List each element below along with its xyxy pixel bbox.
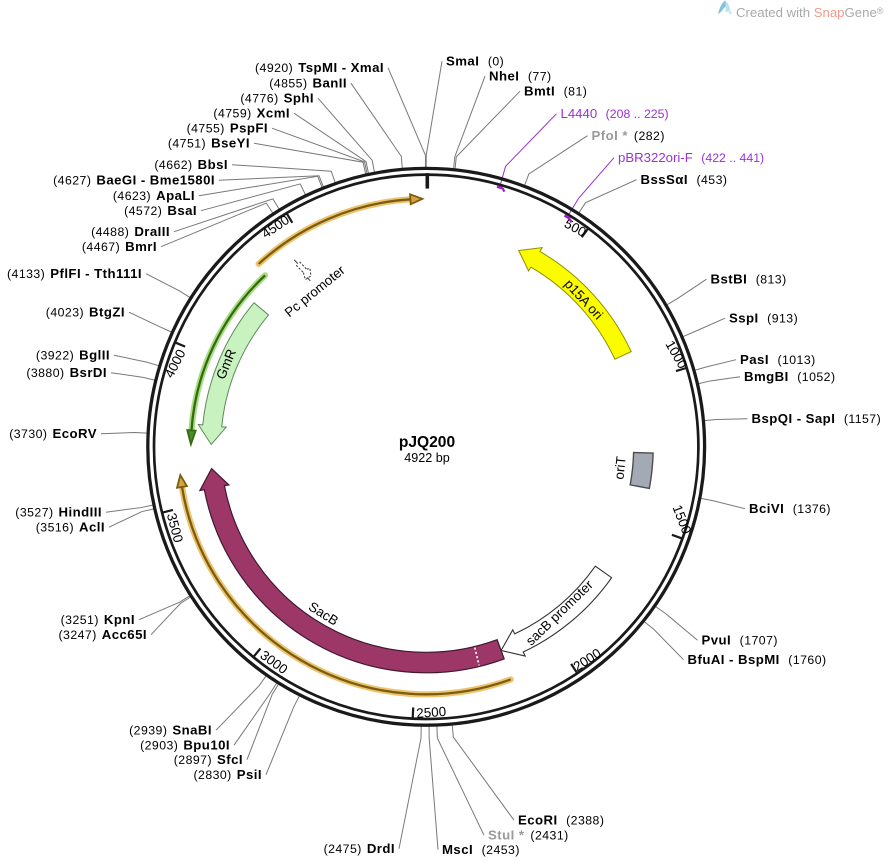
svg-text:2500: 2500 (416, 704, 447, 721)
svg-text:BmgBI(1052): BmgBI (1052) (744, 369, 836, 384)
svg-text:(4662)BbsI: (4662) BbsI (154, 157, 228, 172)
svg-text:(3880)BsrDI: (3880) BsrDI (26, 365, 107, 380)
svg-text:BciVI(1376): BciVI (1376) (749, 501, 831, 516)
svg-text:4922 bp: 4922 bp (404, 451, 450, 465)
svg-text:(3247)Acc65I: (3247) Acc65I (59, 627, 147, 642)
svg-text:MscI(2453): MscI (2453) (442, 842, 520, 857)
svg-text:(4855)BanII: (4855) BanII (269, 76, 347, 91)
svg-text:(4920)TspMI - XmaI: (4920) TspMI - XmaI (255, 60, 384, 75)
svg-text:(3922)BglII: (3922) BglII (36, 348, 110, 363)
svg-text:PasI(1013): PasI (1013) (740, 352, 816, 367)
svg-text:BmtI(81): BmtI (81) (524, 84, 587, 99)
svg-text:(2475)DrdI: (2475) DrdI (324, 841, 395, 856)
svg-text:(4467)BmrI: (4467) BmrI (82, 239, 157, 254)
svg-text:PfoI *(282): PfoI * (282) (592, 128, 665, 143)
svg-text:(3251)KpnI: (3251) KpnI (61, 612, 135, 627)
svg-text:(4023)BtgZI: (4023) BtgZI (46, 305, 125, 320)
svg-text:L4440(208 .. 225): L4440 (208 .. 225) (561, 106, 669, 121)
svg-text:(3516)AclI: (3516) AclI (36, 520, 105, 535)
svg-text:(2830)PsiI: (2830) PsiI (193, 767, 262, 782)
svg-text:(3730)EcoRV: (3730) EcoRV (9, 426, 97, 441)
svg-text:SmaI(0): SmaI (0) (446, 54, 504, 69)
svg-text:(4488)DraIII: (4488) DraIII (91, 224, 170, 239)
svg-text:PvuI(1707): PvuI (1707) (702, 633, 778, 648)
svg-text:(2897)SfcI: (2897) SfcI (174, 752, 243, 767)
svg-text:BspQI - SapI(1157): BspQI - SapI (1157) (752, 411, 882, 426)
svg-text:Created with SnapGene®: Created with SnapGene® (736, 5, 884, 20)
svg-text:3500: 3500 (164, 511, 186, 544)
svg-text:(4133)PflFI - Tth111I: (4133) PflFI - Tth111I (7, 266, 142, 281)
svg-text:StuI *(2431): StuI * (2431) (488, 828, 569, 843)
svg-text:(4759)XcmI: (4759) XcmI (213, 106, 290, 121)
svg-text:BfuAI - BspMI(1760): BfuAI - BspMI (1760) (688, 652, 827, 667)
svg-text:NheI(77): NheI (77) (489, 69, 552, 84)
svg-text:(3527)HindIII: (3527) HindIII (15, 505, 102, 520)
svg-text:(4776)SphI: (4776) SphI (240, 91, 314, 106)
svg-text:SspI(913): SspI (913) (729, 311, 798, 326)
svg-text:(2903)Bpu10I: (2903) Bpu10I (140, 738, 230, 753)
svg-text:(4751)BseYI: (4751) BseYI (168, 136, 250, 151)
svg-text:(4755)PspFI: (4755) PspFI (187, 121, 268, 136)
svg-text:pJQ200: pJQ200 (399, 434, 456, 451)
svg-text:(4623)ApaLI: (4623) ApaLI (113, 188, 195, 203)
svg-text:BssSαI(453): BssSαI (453) (641, 172, 728, 187)
svg-text:BstBI(813): BstBI (813) (711, 272, 787, 287)
svg-text:(4627)BaeGI - Bme1580I: (4627) BaeGI - Bme1580I (53, 173, 215, 188)
svg-text:pBR322ori-F(422 .. 441): pBR322ori-F (422 .. 441) (618, 150, 764, 165)
svg-text:oriT: oriT (611, 456, 628, 481)
svg-text:(2939)SnaBI: (2939) SnaBI (129, 723, 212, 738)
svg-text:(4572)BsaI: (4572) BsaI (124, 203, 197, 218)
svg-text:EcoRI(2388): EcoRI (2388) (518, 813, 604, 828)
